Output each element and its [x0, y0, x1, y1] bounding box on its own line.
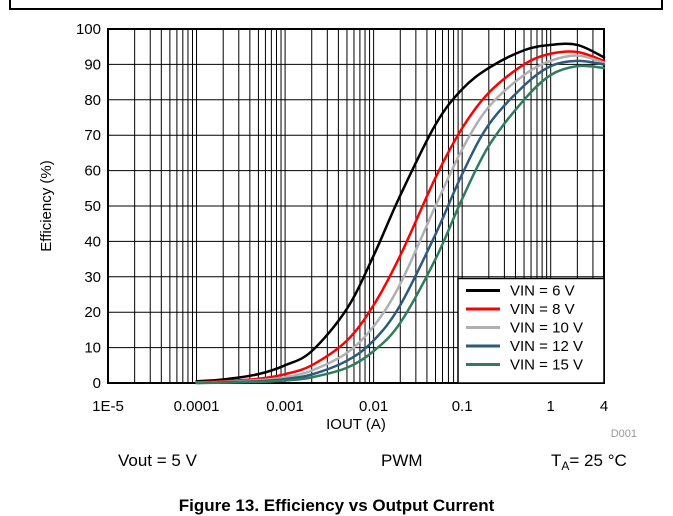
legend-label: VIN = 8 V: [510, 301, 575, 318]
x-tick-label: 1: [547, 398, 555, 415]
y-tick-label: 10: [84, 340, 101, 357]
legend-label: VIN = 10 V: [510, 320, 583, 337]
temp-symbol: T: [551, 451, 562, 470]
series-line-vin-1: [195, 50, 606, 384]
plot-frame: [107, 28, 605, 384]
temp-value: = 25 °C: [569, 451, 627, 470]
y-tick-label: 80: [84, 92, 101, 109]
x-axis-label: IOUT (A): [326, 416, 386, 433]
x-tick-label: 4: [600, 398, 608, 415]
chart-annotation: D001: [611, 428, 637, 440]
x-tick-label: 1E-5: [92, 398, 124, 415]
legend-label: VIN = 6 V: [510, 283, 575, 300]
figure-frame: [9, 0, 663, 10]
x-tick-label: 0.001: [266, 398, 304, 415]
temperature-condition: TA= 25 °C: [551, 451, 627, 473]
legend-label: VIN = 15 V: [510, 357, 583, 374]
y-tick-label: 0: [93, 375, 101, 392]
y-tick-label: 50: [84, 198, 101, 215]
y-tick-label: 70: [84, 127, 101, 144]
y-axis-label: Efficiency (%): [38, 160, 55, 251]
legend-label: VIN = 12 V: [510, 338, 583, 355]
y-tick-label: 30: [84, 269, 101, 286]
series-line-vin-4: [195, 64, 606, 385]
y-tick-label: 90: [84, 56, 101, 73]
temp-subscript: A: [561, 459, 570, 473]
x-tick-label: 0.0001: [174, 398, 220, 415]
x-tick-label: 0.1: [452, 398, 473, 415]
x-tick-label: 0.01: [359, 398, 388, 415]
y-tick-label: 40: [84, 233, 101, 250]
y-tick-label: 60: [84, 163, 101, 180]
y-tick-label: 20: [84, 304, 101, 321]
mode-condition: PWM: [381, 451, 423, 470]
vout-condition: Vout = 5 V: [118, 451, 197, 470]
y-tick-label: 100: [76, 21, 101, 38]
series-line-vin-0: [195, 42, 606, 383]
figure-caption: Figure 13. Efficiency vs Output Current: [178, 496, 495, 515]
